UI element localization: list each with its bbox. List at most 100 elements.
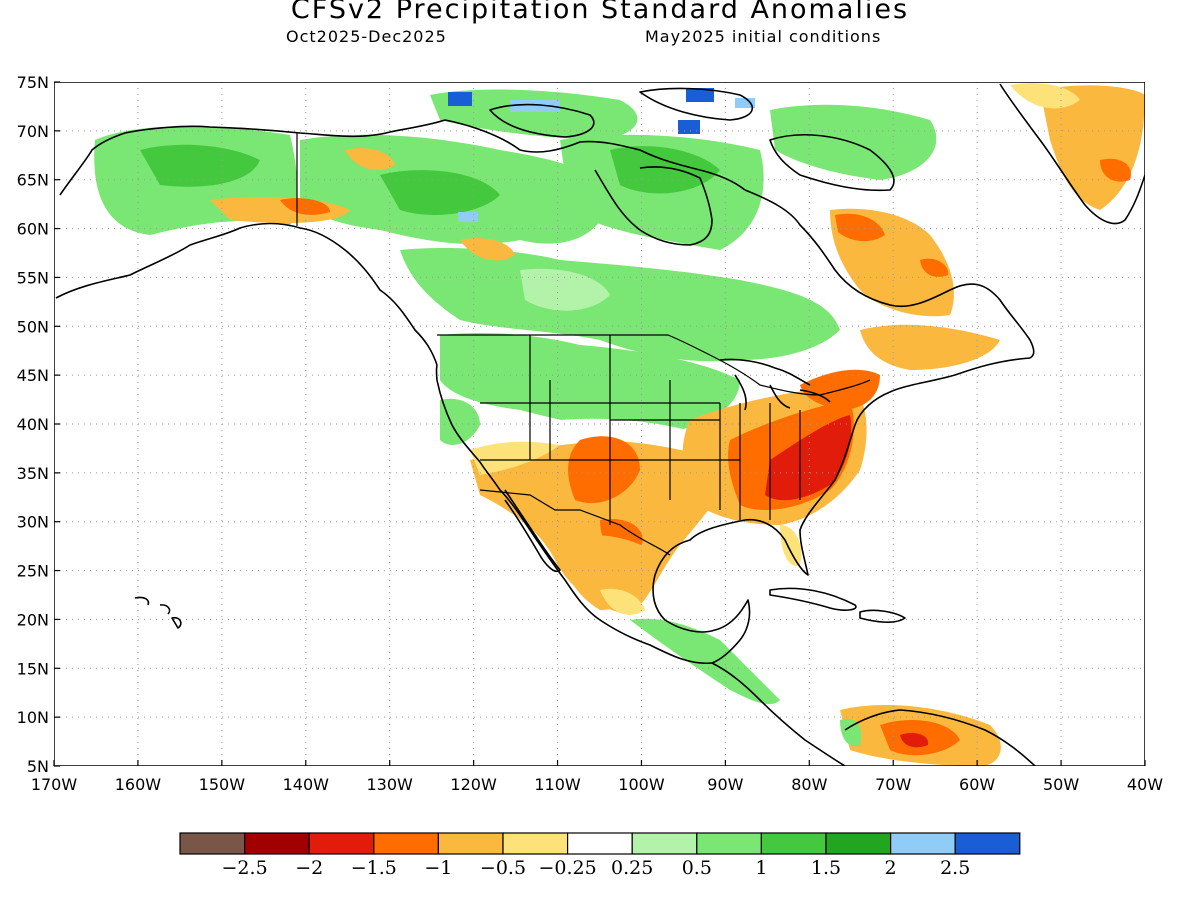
colorbar: −2.5 −2 −1.5 −1 −0.5 −0.25 0.25 0.5 1 1.5 2 2.5 [179, 832, 1021, 879]
latitude-label: 20N [17, 610, 49, 629]
great-lakes [719, 358, 831, 411]
latitude-label: 30N [17, 513, 49, 532]
chart-title: CFSv2 Precipitation Standard Anomalies [290, 0, 910, 25]
victoria-island [489, 103, 595, 138]
latitude-label: 10N [17, 708, 49, 727]
map-area [54, 82, 1145, 766]
nunavut-wetter-core [610, 146, 720, 194]
us-state-lines [480, 335, 801, 525]
colorbar-swatch [179, 832, 246, 855]
longitude-label: 140W [283, 775, 330, 794]
baffin-island [769, 134, 895, 192]
colorbar-label: −2.5 [222, 857, 268, 879]
pacific-nw-wet-region [440, 398, 480, 445]
maritimes-dry-region [860, 324, 1000, 370]
latitude-labels: 5N 10N 15N 20N 25N 30N 35N 40N 45N 50N 55N 60N 65N 70… [17, 73, 60, 776]
northern-plains-wet-region [440, 333, 740, 435]
arctic-blue-spot-4 [510, 100, 560, 112]
colorbar-swatch [760, 832, 827, 855]
southwest-dry-region [470, 440, 730, 615]
new-mexico-drier-core [568, 436, 640, 504]
latitude-label: 15N [17, 659, 49, 678]
nw-canada-blue-spot [458, 212, 478, 222]
colorbar-swatch [631, 832, 698, 855]
arctic-blue-spot-1 [448, 92, 472, 106]
florida-light-dry [780, 525, 802, 566]
colorbar-label: 1 [755, 857, 767, 879]
longitude-label: 100W [618, 775, 665, 794]
longitude-label: 150W [199, 775, 246, 794]
longitude-label: 90W [707, 775, 743, 794]
graticule [54, 82, 1145, 766]
colorbar-label: −1.5 [351, 857, 397, 879]
longitude-label: 40W [1127, 775, 1163, 794]
south-america-coast [844, 709, 1036, 766]
greenland-drier-spot [1100, 158, 1131, 182]
latitude-label: 25N [17, 562, 49, 581]
colorbar-swatch [502, 832, 569, 855]
longitude-label: 160W [115, 775, 162, 794]
colorbar-label: 2.5 [940, 857, 970, 879]
longitude-label: 170W [31, 775, 78, 794]
greenland-coast [999, 83, 1145, 225]
latitude-label: 55N [17, 268, 49, 287]
latitude-label: 65N [17, 171, 49, 190]
arctic-blue-spot-2 [686, 88, 714, 102]
prairies-light-wet [520, 268, 610, 311]
mexico-pacific-coast [479, 461, 713, 665]
nw-canada-wetter-core [380, 170, 500, 215]
colorbar-label: 2 [885, 857, 897, 879]
colorbar-swatch [696, 832, 762, 855]
latitude-label: 70N [17, 122, 49, 141]
forecast-period: Oct2025-Dec2025 [286, 27, 447, 46]
us-canada-border [437, 334, 871, 396]
southwest-light-dry [470, 441, 560, 475]
venezuela-core-deficit [900, 733, 929, 748]
mexico-dry-region [560, 535, 660, 610]
colorbar-swatch [566, 832, 633, 855]
ellesmere-island [639, 87, 754, 121]
longitude-label: 70W [875, 775, 911, 794]
longitude-label: 130W [367, 775, 414, 794]
hudson-bay [594, 166, 713, 246]
nw-territories-dry-spot [345, 148, 395, 170]
labrador-drier-spot [920, 258, 949, 277]
longitude-label: 110W [534, 775, 581, 794]
colorbar-swatch [373, 832, 439, 855]
greenland-light-dry [1010, 83, 1080, 109]
gulf-coast [652, 519, 751, 664]
cuba [769, 587, 857, 611]
colorbar-label: −1 [424, 857, 452, 879]
arctic-blue-spot-3 [678, 120, 700, 134]
bc-dry-spot [460, 238, 515, 261]
hawaii [134, 596, 182, 629]
colorbar-swatch [954, 832, 1021, 855]
carolinas-wettest-deficit [765, 415, 852, 501]
longitude-label: 60W [959, 775, 995, 794]
longitude-labels: 170W 160W 150W 140W 130W 120W 110W 100W 90W 80W 70… [31, 760, 1163, 794]
central-america-coast [711, 662, 846, 766]
east-coast-us [744, 357, 1031, 576]
prairies-wet-region [400, 248, 840, 362]
political-boundaries [296, 133, 871, 556]
us-mexico-border [479, 489, 671, 556]
latitude-label: 35N [17, 464, 49, 483]
arctic-blue-spot-5 [735, 98, 755, 108]
colorbar-swatch [889, 832, 956, 855]
labrador-coast [744, 189, 1035, 359]
alaska-north-coast [59, 119, 446, 196]
latitude-label: 50N [17, 317, 49, 336]
coastlines [55, 83, 1145, 766]
yukon-drier-core [280, 198, 330, 215]
hispaniola [859, 609, 906, 623]
colorbar-swatch [244, 832, 310, 855]
us-west-coast [435, 364, 481, 463]
latitude-label: 60N [17, 220, 49, 239]
baja [504, 489, 561, 572]
initial-conditions: May2025 initial conditions [645, 27, 882, 46]
latitude-label: 75N [17, 73, 49, 92]
longitude-label: 120W [450, 775, 497, 794]
colorbar-swatch [825, 832, 892, 855]
mexico-light-dry [600, 588, 645, 615]
